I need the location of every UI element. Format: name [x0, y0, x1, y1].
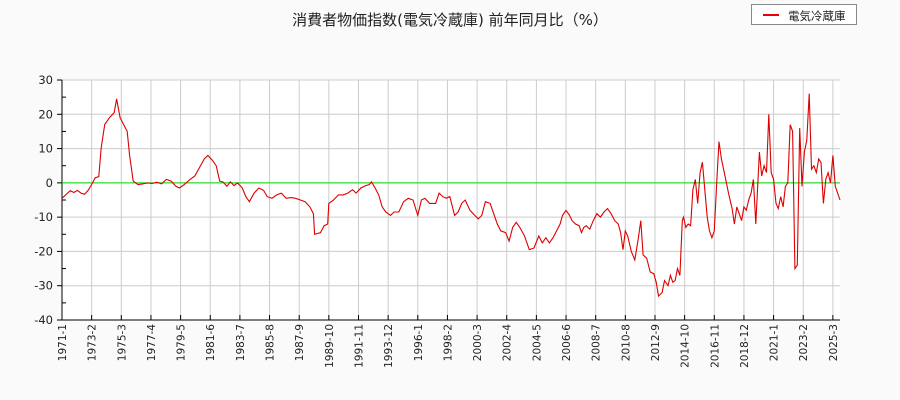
svg-text:-30: -30: [34, 279, 53, 293]
svg-text:2010-8: 2010-8: [620, 324, 632, 361]
svg-text:1973-2: 1973-2: [87, 324, 99, 361]
svg-text:2002-4: 2002-4: [502, 324, 514, 362]
legend-swatch-red-line: [763, 14, 779, 16]
legend-label: 電気冷蔵庫: [788, 9, 846, 23]
svg-text:1979-5: 1979-5: [176, 324, 188, 361]
series-line-refrigerator: [61, 93, 841, 298]
svg-text:2004-5: 2004-5: [531, 324, 543, 361]
svg-text:-20: -20: [34, 244, 53, 258]
svg-text:2018-12: 2018-12: [739, 324, 751, 368]
svg-text:2006-6: 2006-6: [561, 324, 573, 362]
svg-text:1996-1: 1996-1: [413, 324, 425, 361]
svg-text:1975-3: 1975-3: [116, 324, 128, 361]
svg-text:2014-10: 2014-10: [680, 324, 692, 368]
svg-text:1985-8: 1985-8: [265, 324, 277, 361]
svg-text:-40: -40: [34, 313, 53, 327]
x-axis-ticks: 1971-1 1973-2 1975-3 1977-4 1979-5 1981-6 1983…: [57, 315, 840, 368]
svg-text:1998-2: 1998-2: [442, 324, 454, 361]
svg-text:-10: -10: [34, 210, 53, 224]
svg-text:1981-6: 1981-6: [205, 324, 217, 362]
svg-text:2025-3: 2025-3: [828, 324, 840, 361]
legend: 電気冷蔵庫: [751, 4, 857, 25]
svg-text:1977-4: 1977-4: [146, 324, 158, 362]
svg-text:20: 20: [38, 107, 53, 121]
svg-text:1993-12: 1993-12: [383, 324, 395, 368]
y-axis-ticks: 30 20 10 0 -10 -20 -30 -40: [34, 73, 66, 327]
svg-text:1983-7: 1983-7: [235, 324, 247, 361]
svg-text:2023-2: 2023-2: [798, 324, 810, 361]
svg-text:1991-11: 1991-11: [353, 324, 365, 368]
svg-text:2021-1: 2021-1: [769, 324, 781, 361]
svg-text:30: 30: [38, 73, 53, 87]
svg-text:1971-1: 1971-1: [57, 324, 69, 361]
svg-text:2016-11: 2016-11: [709, 324, 721, 368]
svg-text:1987-9: 1987-9: [294, 324, 306, 361]
chart-title: 消費者物価指数(電気冷蔵庫) 前年同月比（%）: [292, 11, 608, 29]
svg-text:10: 10: [38, 142, 53, 156]
svg-text:2000-3: 2000-3: [472, 324, 484, 361]
svg-text:2008-7: 2008-7: [591, 324, 603, 361]
svg-text:1989-10: 1989-10: [324, 324, 336, 368]
svg-text:0: 0: [46, 176, 53, 190]
svg-text:2012-9: 2012-9: [650, 324, 662, 361]
